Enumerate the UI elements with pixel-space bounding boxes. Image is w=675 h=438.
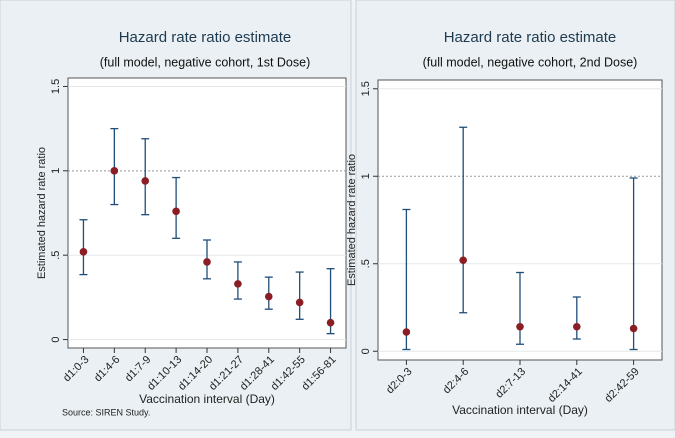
x-axis-label: Vaccination interval (Day) xyxy=(452,403,588,417)
point xyxy=(234,280,242,288)
source: Source: SIREN Study. xyxy=(62,407,150,417)
plot-area xyxy=(67,77,347,349)
point xyxy=(402,328,411,336)
point xyxy=(459,256,468,265)
y-axis-label: Estimated hazard rate ratio xyxy=(36,147,48,279)
chart-subtitle: (full model, negative cohort, 2nd Dose) xyxy=(423,55,638,69)
point xyxy=(326,318,335,327)
point xyxy=(141,177,150,185)
y-tick-label: 1 xyxy=(360,173,372,179)
point xyxy=(295,298,304,307)
chart-title: Hazard rate ratio estimate xyxy=(119,29,292,46)
point xyxy=(516,322,524,331)
point xyxy=(110,167,119,175)
y-tick-label: 0 xyxy=(360,348,372,354)
point xyxy=(172,207,180,216)
x-axis-label: Vaccination interval (Day) xyxy=(139,392,275,406)
point xyxy=(573,322,581,331)
point xyxy=(203,258,211,266)
point xyxy=(264,292,273,301)
point xyxy=(629,324,638,333)
y-tick-label: 1.5 xyxy=(360,81,372,96)
chart-title: Hazard rate ratio estimate xyxy=(444,29,617,46)
y-tick-label: 1 xyxy=(50,168,62,174)
y-tick-label: 1.5 xyxy=(50,79,62,94)
point xyxy=(79,248,88,256)
y-axis-label: Estimated hazard rate ratio xyxy=(346,154,358,286)
y-tick-label: .5 xyxy=(50,251,62,260)
y-tick-label: .5 xyxy=(360,259,372,268)
chart-subtitle: (full model, negative cohort, 1st Dose) xyxy=(100,55,311,69)
y-tick-label: 0 xyxy=(50,337,62,343)
